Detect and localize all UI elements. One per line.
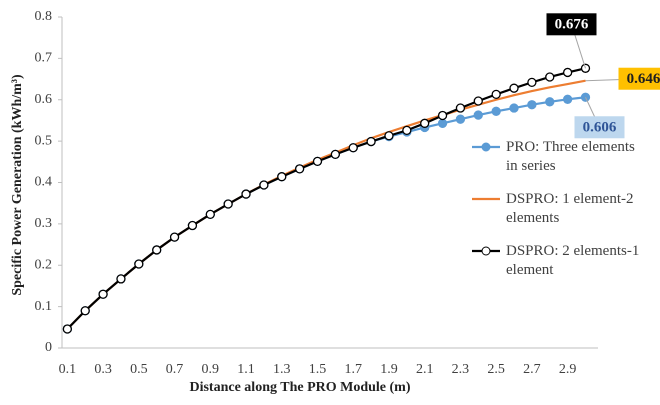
y-tick-label: 0 (45, 340, 52, 355)
legend-item: DSPRO: 1 element-2 elements (470, 190, 650, 228)
point (294, 164, 305, 174)
point (562, 94, 573, 104)
point (366, 136, 376, 147)
x-tick-label: 1.5 (309, 362, 327, 377)
point (455, 114, 466, 124)
legend: PRO: Three elements in series DSPRO: 1 el… (470, 138, 650, 294)
point (312, 156, 323, 167)
x-tick-label: 2.7 (523, 362, 541, 377)
point (473, 110, 483, 120)
value-label-box (546, 13, 597, 36)
y-tick-label: 0.7 (35, 51, 53, 66)
point (473, 96, 483, 106)
y-tick-label: 0.5 (35, 133, 53, 148)
value-label-box (618, 67, 660, 90)
point (455, 103, 466, 113)
point (527, 100, 537, 110)
value-label: 0.646 (627, 71, 660, 87)
legend-label: DSPRO: 2 elements-1 element (506, 243, 640, 278)
y-tick-label: 0.8 (35, 9, 53, 24)
point (80, 306, 90, 316)
legend-marker (481, 142, 491, 152)
point (491, 89, 501, 100)
y-tick-label: 0.1 (35, 299, 53, 314)
legend-label: DSPRO: 1 element-2 elements (506, 191, 634, 226)
legend-item: PRO: Three elements in series (470, 138, 650, 176)
point (330, 149, 341, 160)
point (241, 189, 251, 199)
point (402, 125, 412, 136)
x-tick-label: 1.7 (344, 362, 362, 377)
x-tick-label: 1.9 (380, 362, 398, 377)
point (437, 110, 448, 121)
legend-icon (472, 142, 500, 152)
point (527, 77, 537, 88)
x-axis-title: Distance along The PRO Module (m) (189, 380, 410, 395)
y-tick-label: 0.2 (35, 257, 53, 272)
point (545, 72, 555, 82)
point (491, 106, 501, 116)
x-tick-label: 0.9 (202, 362, 220, 377)
x-tick-label: 2.9 (559, 362, 577, 377)
value-label: 0.676 (555, 17, 589, 33)
point (134, 259, 144, 269)
point (420, 118, 430, 128)
x-tick-label: 1.1 (237, 362, 255, 377)
legend-marker (481, 246, 491, 256)
x-tick-label: 0.7 (166, 362, 184, 377)
point (562, 67, 573, 78)
y-tick-label: 0.3 (35, 216, 53, 231)
point (205, 209, 215, 220)
point (62, 324, 73, 334)
y-tick-label: 0.6 (35, 92, 53, 107)
point (277, 172, 287, 182)
y-axis-title: Specific Power Generation (kWh/m³) (10, 74, 25, 296)
point (259, 180, 269, 190)
point (509, 83, 519, 93)
point (187, 220, 198, 231)
legend-icon (472, 246, 500, 256)
x-tick-label: 2.1 (416, 362, 434, 377)
point (509, 103, 519, 113)
point (169, 232, 180, 242)
x-tick-label: 0.5 (130, 362, 148, 377)
point (98, 289, 108, 299)
legend-item: DSPRO: 2 elements-1 element (470, 242, 650, 280)
point (348, 143, 358, 153)
x-tick-label: 1.3 (273, 362, 291, 377)
y-tick-label: 0.4 (35, 175, 53, 190)
point (152, 245, 162, 255)
point (437, 118, 448, 128)
point (116, 274, 126, 284)
legend-label: PRO: Three elements in series (506, 139, 635, 174)
point (223, 199, 233, 209)
x-tick-label: 2.3 (452, 362, 470, 377)
value-label: 0.606 (583, 120, 617, 136)
legend-icon (472, 197, 500, 201)
x-tick-label: 2.5 (487, 362, 505, 377)
value-label-box (574, 116, 625, 139)
point (545, 97, 555, 107)
x-tick-label: 0.1 (59, 362, 77, 377)
point (384, 131, 394, 141)
x-tick-label: 0.3 (94, 362, 112, 377)
